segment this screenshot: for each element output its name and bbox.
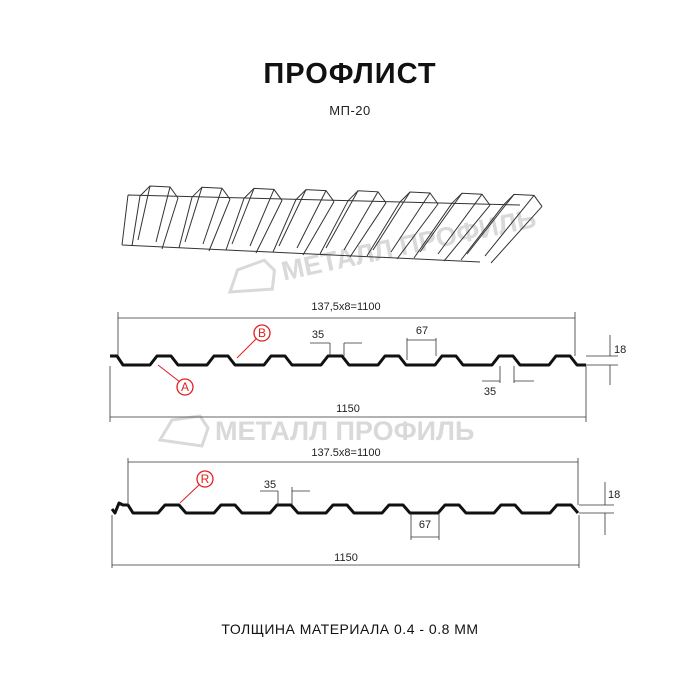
sheet-rib	[466, 194, 535, 257]
sheet-rib	[503, 193, 543, 207]
sheet-rib	[419, 192, 483, 255]
sheet-rib	[137, 185, 171, 243]
sheet-rib	[191, 186, 231, 200]
sheet-rib	[366, 201, 439, 260]
sheet-rib	[325, 190, 379, 251]
profile-b-gap-dim: 67	[419, 519, 431, 531]
profile-a-pitch-dim: 137,5x8=1100	[311, 301, 380, 313]
sheet-rib	[372, 191, 431, 253]
watermark-middle: МЕТАЛЛ ПРОФИЛЬ	[157, 414, 474, 448]
svg-text:МЕТАЛЛ ПРОФИЛЬ: МЕТАЛЛ ПРОФИЛЬ	[279, 203, 539, 286]
marker-b: B	[236, 324, 271, 359]
marker-a: A	[157, 364, 194, 396]
sheet-rib	[131, 195, 179, 250]
sheet-rib	[295, 189, 335, 202]
page-subtitle: МП-20	[329, 103, 371, 118]
marker-r: R	[179, 470, 214, 504]
material-thickness-note: ТОЛЩИНА МАТЕРИАЛА 0.4 - 0.8 ММ	[221, 621, 479, 637]
profile-a-width-dim: 1150	[336, 403, 360, 415]
profile-b: 137.5x8=1100 1150 35 67 18 R	[110, 447, 620, 568]
profile-b-width-dim: 1150	[334, 552, 358, 564]
sheet-rib	[184, 187, 223, 245]
sheet-rib	[399, 191, 439, 205]
page-title: ПРОФЛИСТ	[263, 58, 437, 90]
svg-text:A: A	[181, 380, 189, 394]
profile-a-shape	[110, 354, 586, 367]
sheet-rib	[347, 190, 387, 204]
svg-text:B: B	[258, 326, 266, 340]
profile-a: 137,5x8=1100 1150 35 67 35 18 A B	[109, 301, 626, 422]
svg-text:R: R	[201, 472, 210, 486]
profile-b-top-rib-dim: 35	[264, 479, 276, 491]
sheet-rib	[139, 185, 179, 199]
sheet-rib	[243, 187, 283, 201]
sheet-rib	[278, 189, 327, 249]
profile-a-bottom-rib-dim: 35	[484, 386, 496, 398]
sheet-rib	[225, 198, 283, 254]
sheet-rib	[451, 192, 491, 206]
sheet-rib	[178, 197, 231, 252]
sheet-rib	[319, 200, 387, 258]
sheet-rib	[413, 202, 491, 262]
watermark-top: МЕТАЛЛ ПРОФИЛЬ	[227, 203, 539, 294]
svg-text:МЕТАЛЛ ПРОФИЛЬ: МЕТАЛЛ ПРОФИЛЬ	[215, 416, 474, 446]
profile-a-gap-dim: 67	[416, 325, 428, 337]
profile-b-height-dim: 18	[608, 489, 620, 501]
sheet-rib	[460, 204, 543, 264]
profile-b-pitch-dim: 137.5x8=1100	[311, 447, 380, 459]
profile-a-height-dim: 18	[614, 344, 626, 356]
sheet-rib	[272, 199, 335, 256]
sheet-rib	[231, 188, 275, 247]
profile-b-shape	[110, 501, 580, 515]
sheet-3d-view	[121, 185, 543, 264]
profile-a-top-rib-dim: 35	[312, 329, 324, 341]
